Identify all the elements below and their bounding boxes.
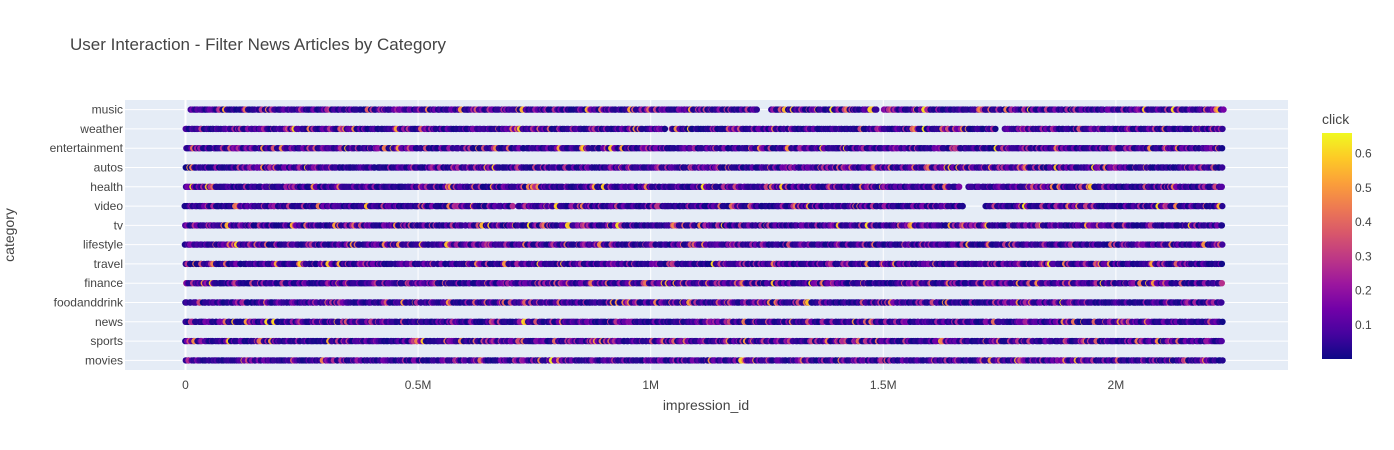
point-travel[interactable] [1218,260,1226,268]
point-news[interactable] [1219,318,1226,325]
data-points[interactable] [181,106,1227,364]
point-video[interactable] [509,202,516,210]
point-lifestyle[interactable] [1219,241,1226,248]
point-finance[interactable] [1218,280,1226,287]
point-video[interactable] [959,202,966,210]
point-movies[interactable] [1219,357,1226,364]
point-foodanddrink[interactable] [1218,299,1225,306]
chart-title: User Interaction - Filter News Articles … [70,35,447,54]
point-tv[interactable] [1218,222,1226,229]
point-sports[interactable] [1218,337,1225,345]
plot-area [125,100,1288,370]
